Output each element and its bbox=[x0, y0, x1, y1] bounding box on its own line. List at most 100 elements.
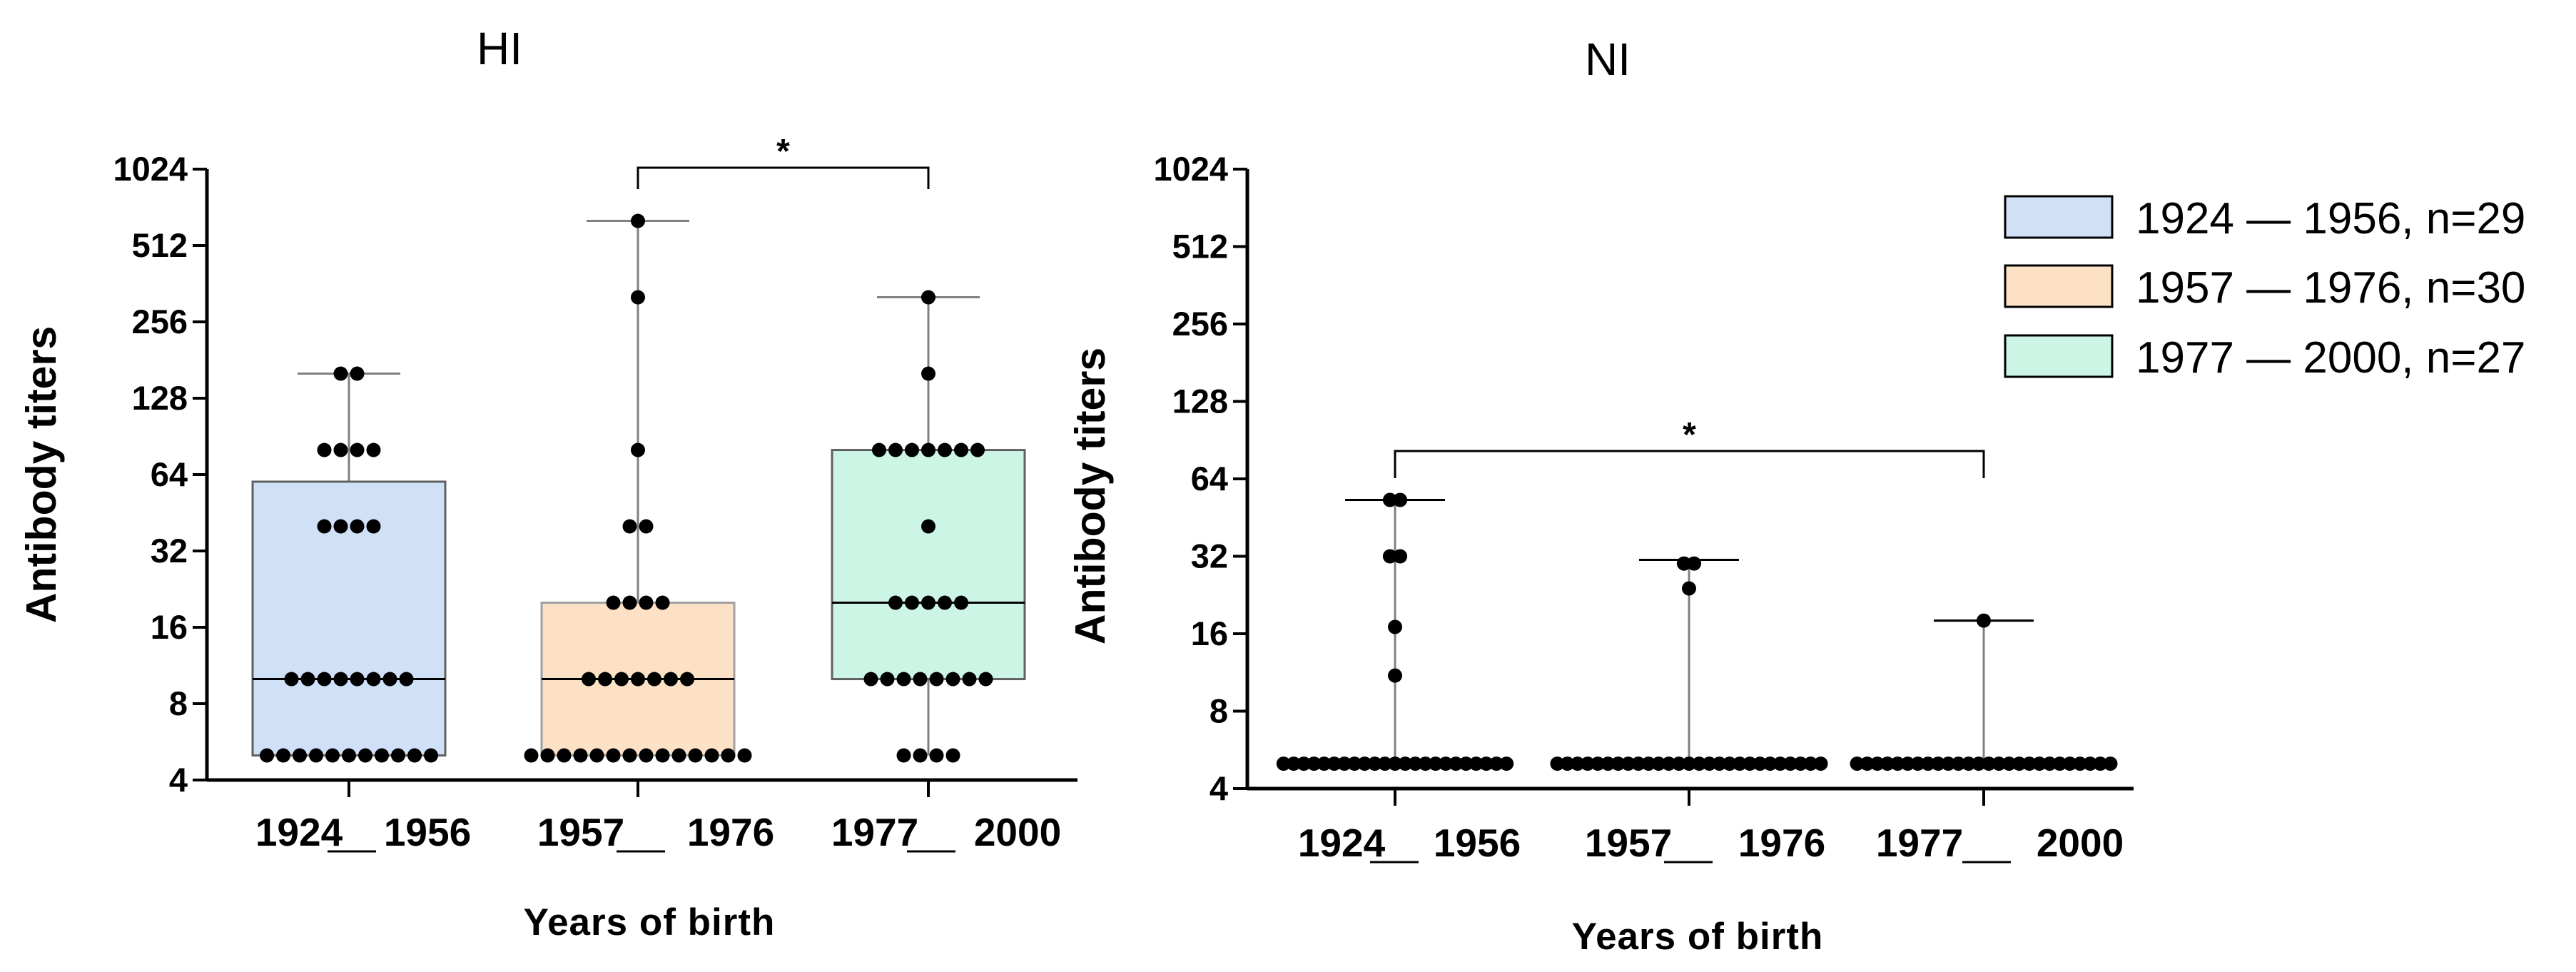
x-axis-label: Years of birth bbox=[524, 901, 776, 943]
y-tick-label: 128 bbox=[1172, 383, 1228, 420]
data-point bbox=[647, 672, 661, 687]
data-point bbox=[309, 748, 323, 763]
data-point bbox=[350, 672, 365, 687]
data-point bbox=[2042, 756, 2057, 771]
data-point bbox=[938, 595, 952, 610]
data-point bbox=[391, 748, 405, 763]
data-point bbox=[1449, 756, 1464, 771]
data-point bbox=[622, 595, 637, 610]
significance-bracket: * bbox=[1394, 416, 1985, 478]
legend: 1924 — 1956, n=29 1957 — 1976, n=30 1977 —… bbox=[2004, 194, 2525, 383]
data-point bbox=[399, 672, 414, 687]
data-point bbox=[1560, 756, 1575, 771]
data-point bbox=[737, 748, 752, 763]
chart-hi: HI 4 8 16 32 64 128 256 512 1024 Antibody titers Ye… bbox=[18, 23, 1077, 943]
box-group: 1924 1956 bbox=[251, 366, 471, 854]
data-point bbox=[2072, 756, 2087, 771]
data-point bbox=[1682, 756, 1696, 771]
data-point bbox=[1439, 756, 1453, 771]
data-point bbox=[1459, 756, 1474, 771]
data-point bbox=[905, 442, 919, 457]
data-point bbox=[1813, 756, 1828, 771]
data-point bbox=[945, 672, 960, 687]
data-point bbox=[333, 366, 348, 381]
data-point bbox=[1382, 492, 1397, 507]
chart-title: HI bbox=[477, 23, 522, 74]
data-point bbox=[1722, 756, 1737, 771]
data-point bbox=[905, 595, 919, 610]
y-tick-label: 64 bbox=[1191, 460, 1228, 497]
data-point bbox=[1733, 756, 1747, 771]
data-point bbox=[1287, 756, 1301, 771]
data-point bbox=[631, 213, 645, 228]
data-point bbox=[1621, 756, 1636, 771]
data-point bbox=[631, 672, 645, 687]
data-point bbox=[1388, 756, 1402, 771]
data-point bbox=[1428, 756, 1443, 771]
data-point bbox=[2093, 756, 2108, 771]
data-point bbox=[888, 442, 903, 457]
x-tick-label-end: 1956 bbox=[1434, 821, 1521, 865]
data-point bbox=[913, 748, 928, 763]
data-point bbox=[1337, 756, 1352, 771]
data-point bbox=[896, 748, 911, 763]
data-point bbox=[929, 672, 944, 687]
data-point bbox=[721, 748, 736, 763]
data-point bbox=[1890, 756, 1905, 771]
y-tick-label: 32 bbox=[151, 532, 188, 569]
data-point bbox=[1961, 756, 1976, 771]
data-point bbox=[1951, 756, 1966, 771]
data-point bbox=[655, 595, 670, 610]
x-tick-label-start: 1977 bbox=[831, 810, 918, 854]
data-point bbox=[1803, 756, 1818, 771]
x-tick-label-start: 1957 bbox=[537, 810, 624, 854]
data-point bbox=[375, 748, 389, 763]
data-point bbox=[1900, 756, 1915, 771]
data-point bbox=[2062, 756, 2077, 771]
data-point bbox=[664, 672, 678, 687]
y-tick-label: 8 bbox=[1210, 692, 1228, 730]
data-point bbox=[366, 519, 381, 534]
data-point bbox=[921, 442, 935, 457]
data-point bbox=[573, 748, 588, 763]
data-point bbox=[333, 672, 348, 687]
data-point bbox=[688, 748, 703, 763]
data-point bbox=[2012, 756, 2027, 771]
data-point bbox=[622, 519, 637, 534]
box-group: 1957 1976 bbox=[524, 213, 774, 854]
data-point bbox=[1920, 756, 1935, 771]
data-point bbox=[1581, 756, 1595, 771]
data-point bbox=[1850, 756, 1865, 771]
x-tick-label-end: 2000 bbox=[974, 810, 1061, 854]
data-point bbox=[1388, 619, 1402, 634]
data-point bbox=[1388, 668, 1402, 683]
data-point bbox=[333, 519, 348, 534]
data-point bbox=[929, 748, 944, 763]
data-point bbox=[704, 748, 719, 763]
box-iqr bbox=[251, 480, 447, 757]
data-point bbox=[639, 519, 654, 534]
y-tick-label: 512 bbox=[132, 226, 188, 264]
significance-star: * bbox=[776, 133, 790, 171]
chart-title: NI bbox=[1585, 34, 1631, 85]
data-point bbox=[1682, 581, 1696, 596]
data-point bbox=[1641, 756, 1656, 771]
x-axis-label: Years of birth bbox=[1572, 916, 1824, 958]
x-tick-label-end: 2000 bbox=[2037, 821, 2124, 865]
data-point bbox=[863, 672, 878, 687]
data-point bbox=[896, 672, 911, 687]
data-point bbox=[293, 748, 307, 763]
data-point bbox=[2032, 756, 2047, 771]
y-tick-label: 32 bbox=[1191, 537, 1228, 575]
data-point bbox=[1783, 756, 1797, 771]
data-point bbox=[350, 519, 365, 534]
x-tick-label-start: 1957 bbox=[1585, 821, 1672, 865]
x-tick-label-end: 1956 bbox=[384, 810, 471, 854]
data-point bbox=[1992, 756, 2007, 771]
y-tick-label: 64 bbox=[151, 455, 188, 493]
chart-ni: NI 4 8 16 32 64 128 256 512 1024 Antibody titers Ye… bbox=[1067, 34, 2134, 958]
data-point bbox=[1398, 756, 1413, 771]
data-point bbox=[1591, 756, 1606, 771]
data-point bbox=[1661, 756, 1676, 771]
